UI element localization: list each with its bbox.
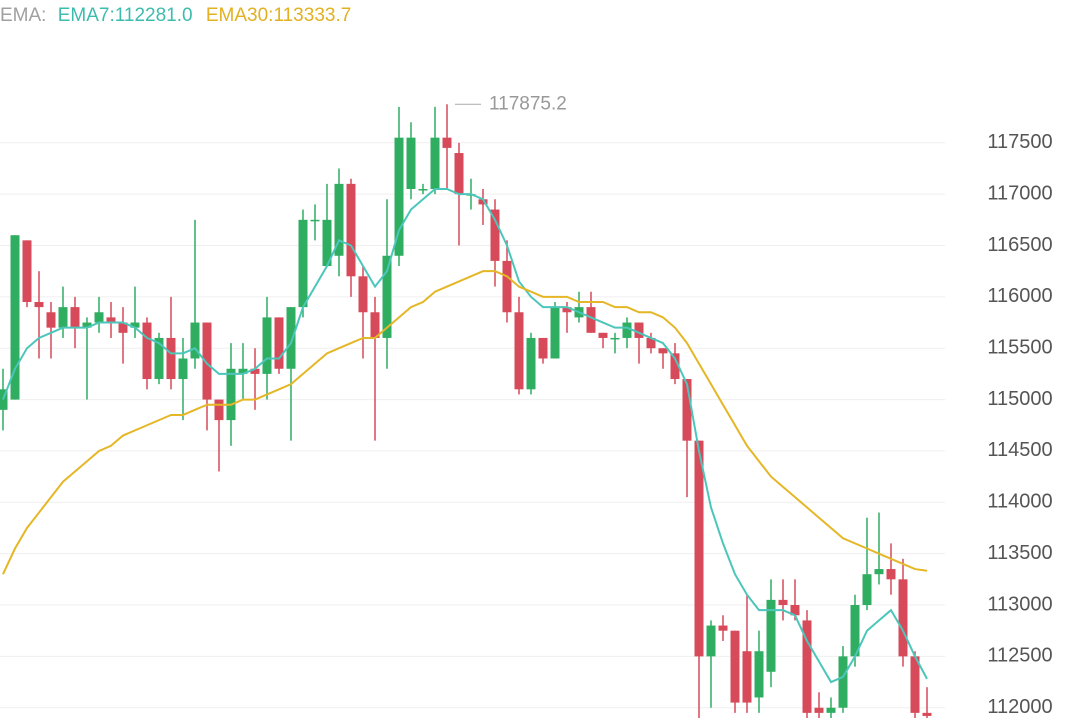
y-tick-label: 113500: [987, 542, 1052, 564]
candle-body: [862, 574, 872, 606]
y-tick-label: 116500: [987, 234, 1052, 256]
candle-body: [850, 605, 860, 657]
y-tick-label: 115000: [987, 388, 1052, 410]
candle-body: [502, 260, 512, 313]
candle-body: [262, 317, 272, 374]
candle-body: [826, 707, 836, 713]
candle-body: [586, 307, 596, 333]
candle-body: [190, 322, 200, 359]
candle-body: [778, 599, 788, 606]
candle-body: [406, 137, 416, 190]
candle-body: [838, 656, 848, 708]
candle-body: [334, 183, 344, 256]
candle-body: [214, 399, 224, 421]
candle-body: [346, 183, 356, 277]
candle-body: [682, 379, 692, 441]
candle-body: [742, 651, 752, 703]
candle-body: [598, 332, 608, 338]
candle-body: [322, 219, 332, 267]
legend-item: EMA7:112281.0: [58, 5, 193, 26]
candle-body: [886, 569, 896, 580]
candle-body: [202, 322, 212, 400]
candle-body: [166, 337, 176, 380]
candle-body: [34, 301, 44, 308]
candle-body: [178, 358, 188, 380]
candle-body: [658, 348, 668, 354]
y-tick-label: 116000: [987, 285, 1052, 307]
y-tick-label: 115500: [987, 336, 1052, 358]
candle-body: [562, 307, 572, 313]
candle-body: [790, 605, 800, 616]
y-tick-label: 117000: [987, 182, 1052, 204]
candle-body: [430, 137, 440, 190]
candle-body: [394, 137, 404, 256]
ema-line: [2, 270, 928, 575]
candle-body: [478, 199, 488, 205]
candle-body: [442, 137, 452, 148]
candle-body: [874, 569, 884, 575]
candle-body: [622, 322, 632, 338]
candle-body: [418, 189, 428, 191]
candle-body: [454, 153, 464, 195]
candle-body: [130, 322, 140, 328]
y-tick-label: 113000: [987, 593, 1052, 615]
annotation-label: 117875.2: [489, 93, 567, 114]
candle-body: [802, 620, 812, 713]
candle-body: [250, 368, 260, 374]
candle-body: [106, 317, 116, 323]
candle-body: [10, 235, 20, 400]
candle-body: [526, 337, 536, 390]
candle-body: [766, 599, 776, 672]
candle-body: [814, 707, 824, 713]
candle-body: [226, 368, 236, 421]
candle-body: [718, 625, 728, 631]
candle-body: [382, 255, 392, 338]
candle-body: [358, 276, 368, 313]
candle-body: [490, 209, 500, 261]
candle-body: [550, 307, 560, 359]
candle-body: [898, 579, 908, 657]
candle-body: [310, 219, 320, 222]
y-tick-label: 117500: [987, 131, 1052, 153]
candle-body: [670, 353, 680, 380]
candle-body: [58, 307, 68, 328]
candle-body: [610, 337, 620, 340]
candle-body: [910, 656, 920, 713]
candle-body: [922, 712, 932, 716]
y-tick-label: 112500: [987, 645, 1052, 667]
candle-body: [706, 625, 716, 657]
candle-body: [142, 322, 152, 380]
ema-line: [2, 188, 928, 684]
candle-body: [370, 312, 380, 338]
candle-body: [154, 337, 164, 380]
candle-body: [46, 312, 56, 328]
candle-body: [118, 322, 128, 333]
candle-body: [22, 240, 32, 302]
candle-body: [298, 219, 308, 308]
candle-body: [70, 307, 80, 328]
candle-body: [634, 322, 644, 338]
candle-body: [538, 337, 548, 359]
candle-body: [238, 368, 248, 374]
candle-body: [646, 337, 656, 349]
legend-label: EMA:: [0, 5, 46, 26]
y-tick-label: 114500: [987, 439, 1052, 461]
candle-body: [514, 312, 524, 390]
candle-body: [754, 651, 764, 698]
candle-body: [694, 440, 704, 657]
legend-item: EMA30:113333.7: [206, 5, 351, 26]
candle-body: [730, 630, 740, 703]
candle-body: [82, 322, 92, 328]
legend: EMA: EMA7:112281.0 EMA30:113333.7: [0, 5, 351, 26]
y-tick-label: 112000: [987, 696, 1052, 718]
candle-body: [274, 317, 284, 369]
candle-body: [94, 312, 104, 323]
y-tick-label: 114000: [987, 491, 1052, 513]
candle-body: [286, 307, 296, 369]
